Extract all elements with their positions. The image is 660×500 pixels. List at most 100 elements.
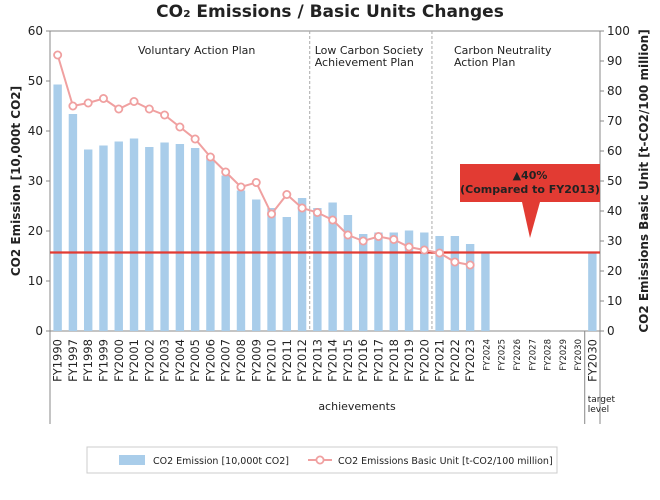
period-label: Voluntary Action Plan	[138, 44, 255, 57]
x-tick-label-fy2020: FY2020	[417, 339, 431, 382]
basic-unit-point-fy2017	[373, 231, 383, 241]
x-tick-label-fy1997: FY1997	[66, 339, 80, 382]
period-label: Action Plan	[454, 56, 515, 69]
x-tick-label-fy2010: FY2010	[265, 339, 279, 382]
bar-fy2017	[374, 232, 383, 331]
bar-fy2008	[236, 190, 246, 331]
bar-fy2014	[328, 202, 337, 331]
basic-unit-point-fy2009	[251, 177, 261, 187]
bar-fy1997	[68, 114, 78, 331]
bar-fy2002	[145, 147, 154, 331]
x-tick-label-fy2008: FY2008	[234, 339, 248, 382]
callout-text: ▲40%	[513, 169, 548, 182]
basic-unit-point-fy1999	[98, 94, 108, 104]
period-label: Achievement Plan	[315, 56, 414, 69]
bar-fy2010	[267, 208, 276, 331]
bar-fy2011	[282, 217, 292, 331]
y-left-tick-label: 20	[28, 224, 43, 238]
bar-fy2000	[114, 141, 123, 331]
x-tick-label-fy2002: FY2002	[142, 339, 156, 382]
bar-fy2022	[450, 236, 460, 331]
x-tick-label-fy2019: FY2019	[402, 339, 416, 382]
basic-unit-point-fy2011	[282, 189, 292, 199]
x-tick-label-fy2004: FY2004	[173, 339, 187, 382]
bar-fy2012	[297, 198, 307, 331]
basic-unit-point-fy2001	[129, 97, 139, 107]
x-tick-label-fy2005: FY2005	[188, 339, 202, 382]
x-tick-label-fy2016: FY2016	[356, 339, 370, 382]
x-tick-label-fy2001: FY2001	[127, 339, 141, 382]
y-right-axis-title: CO2 Emissions Basic Unit [t-CO2/100 mill…	[637, 29, 651, 332]
basic-unit-point-fy2013	[312, 207, 322, 217]
bar-fy2019	[404, 230, 414, 331]
bar-fy2023	[465, 244, 475, 331]
x-tick-label-fy2012: FY2012	[295, 339, 309, 382]
period-label: Carbon Neutrality	[454, 44, 552, 57]
bar-fy2015	[343, 215, 353, 331]
y-right-tick-label: 100	[607, 24, 630, 38]
x-tick-label-fy2024: FY2024	[482, 339, 492, 371]
basic-unit-point-fy1990	[53, 50, 63, 60]
bar-fy2024	[481, 253, 490, 331]
basic-unit-point-fy2008	[236, 182, 246, 192]
y-left-tick-label: 40	[28, 124, 43, 138]
callout-box	[460, 164, 600, 202]
basic-unit-point-fy2012	[297, 203, 307, 213]
y-right-tick-label: 70	[607, 114, 622, 128]
basic-unit-point-fy2005	[190, 134, 200, 144]
bar-fy2021	[435, 236, 444, 331]
y-right-tick-label: 90	[607, 54, 622, 68]
y-right-tick-label: 50	[607, 174, 622, 188]
basic-unit-point-fy2019	[404, 242, 414, 252]
x-tick-label-fy2028: FY2028	[544, 339, 554, 371]
x-tick-label-fy2015: FY2015	[341, 339, 355, 382]
bar-fy1999	[99, 145, 108, 331]
callout-pointer	[522, 202, 540, 238]
basic-unit-point-fy2014	[328, 215, 338, 225]
bar-fy2004	[175, 144, 185, 331]
bar-fy2030	[588, 253, 597, 331]
basic-unit-point-fy2020	[419, 245, 429, 255]
x-tick-label-fy2017: FY2017	[371, 339, 385, 382]
bar-fy2003	[160, 142, 169, 331]
y-right-tick-label: 10	[607, 294, 622, 308]
period-label: Low Carbon Society	[315, 44, 424, 57]
group-label-target: level	[588, 405, 609, 415]
basic-unit-point-fy2004	[175, 122, 185, 132]
legend-bar-swatch	[119, 455, 145, 465]
x-tick-label-fy2022: FY2022	[448, 339, 462, 382]
x-tick-label-fy1999: FY1999	[96, 339, 110, 382]
basic-unit-point-fy2023	[465, 260, 475, 270]
group-label-target: target	[588, 395, 616, 405]
bar-fy2005	[190, 148, 200, 331]
basic-unit-point-fy2018	[389, 234, 399, 244]
basic-unit-point-fy2016	[358, 236, 368, 246]
y-left-axis-title: CO2 Emission [10,000t CO2]	[9, 86, 23, 276]
y-right-tick-label: 80	[607, 84, 622, 98]
x-tick-label-fy2030: FY2030	[574, 339, 584, 371]
basic-unit-point-fy2000	[114, 104, 124, 114]
x-tick-label-fy2009: FY2009	[249, 339, 263, 382]
y-left-tick-label: 0	[35, 324, 43, 338]
x-tick-label-fy2029: FY2029	[559, 339, 569, 371]
basic-unit-point-fy2007	[221, 167, 231, 177]
y-left-tick-label: 60	[28, 24, 43, 38]
x-tick-label-fy2021: FY2021	[433, 339, 447, 382]
x-tick-label-fy2006: FY2006	[203, 339, 217, 382]
bar-fy1990	[53, 84, 62, 331]
bar-fy2001	[129, 138, 139, 331]
basic-unit-point-fy2002	[144, 104, 154, 114]
legend-line-label: CO2 Emissions Basic Unit [t-CO2/100 mill…	[338, 456, 553, 467]
chart-title: CO₂ Emissions / Basic Units Changes	[156, 2, 504, 22]
x-tick-label-fy2003: FY2003	[158, 339, 172, 382]
x-tick-label-fy2013: FY2013	[310, 339, 324, 382]
x-tick-label-fy2011: FY2011	[280, 339, 294, 382]
x-tick-label-fy2018: FY2018	[387, 339, 401, 382]
bar-fy2009	[252, 199, 261, 331]
basic-unit-point-fy1997	[68, 101, 78, 111]
bar-fy2018	[389, 232, 398, 331]
x-tick-label-fy1990: FY1990	[51, 339, 65, 382]
x-tick-label-fy2030: FY2030	[585, 339, 599, 382]
x-tick-label-fy2023: FY2023	[463, 339, 477, 382]
